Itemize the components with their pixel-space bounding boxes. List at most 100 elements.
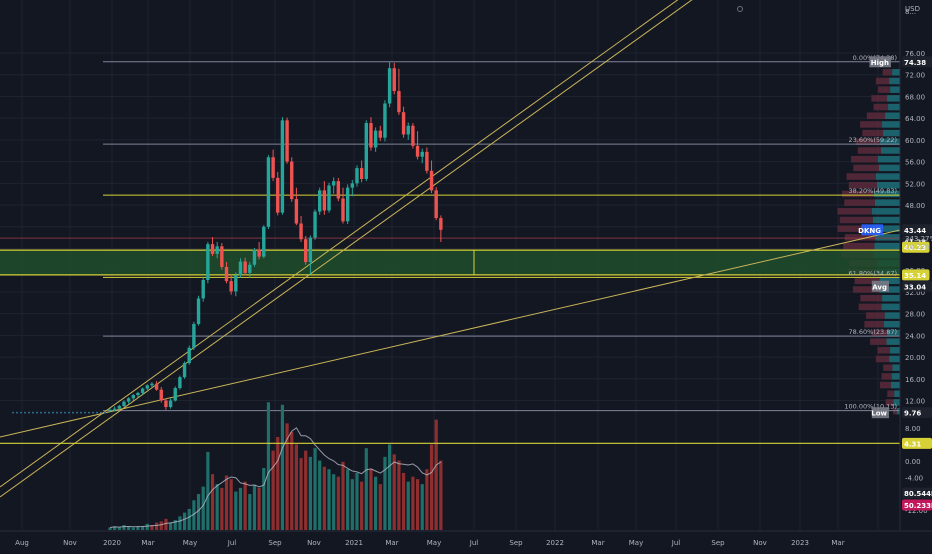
- candle-body: [299, 223, 303, 240]
- volume-bar: [383, 456, 387, 530]
- profile-bar-down: [881, 373, 892, 380]
- price-badge-value: 40.23: [904, 244, 926, 252]
- y-tick-label: 72.00: [905, 72, 925, 80]
- volume-bar: [346, 469, 350, 530]
- candle-body: [350, 183, 355, 188]
- candle-body: [122, 401, 126, 406]
- y-tick-label: 76.00: [905, 50, 925, 58]
- price-badge-bg: [902, 224, 932, 236]
- x-tick-label: Nov: [307, 539, 321, 547]
- candle-body: [415, 145, 420, 157]
- candle-body: [243, 261, 247, 273]
- settings-gear-icon[interactable]: [737, 6, 743, 12]
- profile-bar-down: [879, 381, 891, 389]
- volume-bar: [187, 508, 191, 530]
- profile-bar-down: [870, 338, 887, 345]
- candle-body: [397, 91, 401, 113]
- volume-bar: [131, 527, 135, 530]
- time-axis[interactable]: Aug Nov 2020 Mar May Jul Sep Nov 2021 Mar May Jul Se…: [0, 530, 932, 547]
- fib-level-label: 38.20%(49.83): [849, 187, 897, 195]
- candle-body: [136, 392, 140, 396]
- price-badge-bg: [902, 241, 930, 253]
- candle-body: [345, 187, 350, 222]
- volume-bar: [355, 472, 359, 530]
- candles[interactable]: [12, 61, 443, 414]
- y-tick-label: 24.00: [905, 332, 925, 340]
- candle-body: [434, 190, 438, 219]
- volume-bar: [266, 402, 271, 530]
- profile-bar-up: [882, 121, 900, 128]
- price-badge-label: High: [871, 59, 889, 67]
- candle-body: [331, 181, 336, 186]
- candle-body: [327, 185, 331, 211]
- profile-bar-up: [889, 77, 900, 85]
- profile-bar-down: [852, 286, 879, 293]
- profile-bar-down: [842, 190, 874, 198]
- y-tick-label: 20.00: [905, 354, 925, 362]
- volume-bar: [439, 460, 443, 530]
- volume-bar: [238, 487, 243, 530]
- y-tick-label: 64.00: [905, 115, 925, 123]
- profile-bar-up: [894, 390, 900, 398]
- profile-bar-down: [851, 155, 878, 163]
- osc-tick-label: 0.00: [905, 458, 921, 466]
- profile-bar-down: [878, 86, 891, 93]
- volume-bar: [252, 485, 257, 530]
- profile-bar-down: [873, 103, 889, 111]
- profile-bar-down: [866, 312, 885, 319]
- volume-bar: [136, 526, 140, 530]
- profile-bar-up: [888, 103, 900, 111]
- profile-bar-up: [878, 286, 900, 293]
- profile-bar-up: [890, 86, 900, 93]
- profile-bar-up: [874, 242, 900, 250]
- zone-rect: [0, 250, 900, 275]
- candle-body: [108, 409, 112, 411]
- profile-bar-down: [858, 303, 882, 311]
- volume-bar: [401, 472, 406, 530]
- volume-bar: [350, 479, 354, 530]
- volume-bar: [364, 448, 368, 530]
- candle-body: [257, 249, 261, 257]
- profile-bar-up: [882, 294, 900, 302]
- profile-bar-down: [877, 347, 890, 354]
- x-tick-label: Mar: [141, 539, 154, 547]
- volume-bar: [308, 456, 312, 530]
- x-tick-label: Mar: [831, 539, 844, 547]
- volume-bar: [117, 527, 121, 530]
- profile-bar-down: [882, 69, 893, 76]
- profile-bar-up: [884, 312, 900, 319]
- volume-bar: [168, 522, 173, 530]
- candle-body: [196, 298, 201, 324]
- candle-body: [276, 177, 280, 213]
- candle-body: [238, 261, 243, 276]
- candle-body: [392, 68, 396, 92]
- price-badge-label: Avg: [872, 283, 887, 291]
- candle-body: [406, 125, 410, 135]
- profile-bar-up: [872, 216, 900, 224]
- currency-label: USD: [905, 5, 920, 13]
- profile-bar-up: [878, 164, 900, 172]
- candle-body: [164, 400, 168, 408]
- candle-body: [131, 395, 135, 399]
- candle-body: [369, 123, 373, 148]
- price-badge-label-bg: [871, 407, 889, 419]
- volume-bar: [397, 460, 401, 530]
- y-tick-label: 32.00: [905, 289, 925, 297]
- x-tick-label: 2021: [345, 539, 363, 547]
- volume-bar: [173, 520, 177, 530]
- price-badge: 40.23: [902, 241, 930, 253]
- volume-bar: [304, 450, 308, 530]
- profile-bar-down: [866, 112, 886, 119]
- volume-bar: [378, 484, 382, 530]
- volume-bar: [415, 479, 420, 530]
- osc-badge-bg: [902, 487, 932, 499]
- candle-body: [364, 123, 368, 179]
- profile-bar-down: [857, 147, 882, 154]
- price-badge-label-bg: [871, 280, 889, 292]
- volume-bar: [159, 521, 163, 530]
- candle-body: [304, 239, 308, 263]
- trendlines[interactable]: [0, 0, 901, 498]
- price-badges: High74.38DKNG43.4441.2840.2335.14Avg33.0…: [858, 56, 932, 511]
- volume-bar: [388, 444, 392, 530]
